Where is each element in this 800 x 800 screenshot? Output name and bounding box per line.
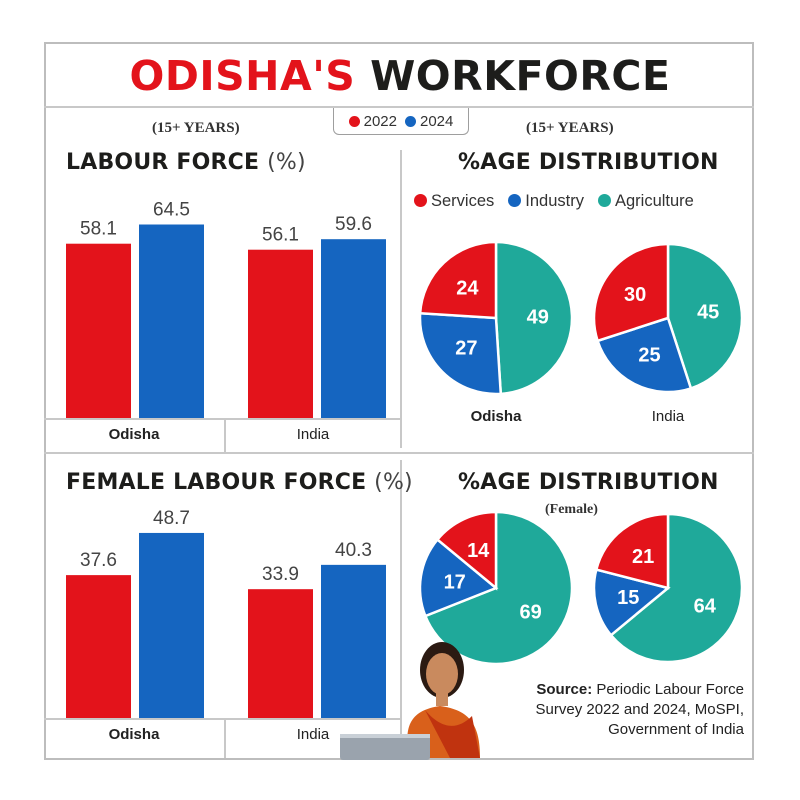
pie-odisha-slice-label: 24 [456,278,479,300]
pie-odisha-slice-label: 49 [527,307,549,329]
pie-india-slice-label: 25 [638,344,660,366]
bar-value-label: 33.9 [262,564,299,585]
category-divider-top [224,418,226,452]
pie-female-india-slice-label: 64 [694,595,717,617]
category-label-odisha: Odisha [108,426,160,443]
panel-title-text: LABOUR FORCE [66,150,260,175]
legend-label: 2024 [420,112,454,130]
pie-female-india-slice-label: 21 [632,546,654,568]
pie-label-india: India [651,408,685,425]
woman-with-laptop-illustration [340,642,480,760]
pie-female-india-slice-agriculture [609,512,744,664]
pie-female-odisha-slice-industry [418,537,499,618]
panel-title-unit: (%) [267,150,306,175]
bar-odisha-2024 [139,532,204,718]
pie-odisha-slice-services [418,240,498,320]
legend-item-2022: 2022 [348,112,397,130]
row-divider [44,452,754,454]
legend-dot-red [348,115,360,127]
pie-odisha-slice-agriculture [494,240,574,396]
pie-female-odisha-slice-label: 17 [444,572,466,594]
female-distribution-subtitle: (Female) [545,502,598,517]
labour-force-title: LABOUR FORCE (%) [66,150,306,175]
bar-value-label: 37.6 [80,550,117,571]
pie-india-slice-label: 30 [624,284,646,306]
category-divider-bottom [224,718,226,758]
title-divider [44,106,754,108]
bar-value-label: 58.1 [80,219,117,240]
pie-india-slice-agriculture [666,242,744,390]
page-title: ODISHA'S WORKFORCE [0,52,800,100]
pie-female-india-slice-industry [592,568,671,637]
bar-india-2024 [321,564,386,718]
services-dot [414,194,427,207]
legend-label: Services [431,192,495,210]
pie-label-odisha: Odisha [470,408,522,425]
column-divider-bottom [400,460,402,756]
legend-item-industry: Industry [508,192,584,211]
bar-odisha-2022 [66,575,131,718]
legend-label: Agriculture [614,192,694,210]
category-label-odisha: Odisha [108,726,160,743]
pie-india-slice-industry [596,316,693,394]
bar-value-label: 56.1 [262,225,299,246]
pie-female-india-slice-label: 15 [617,587,639,609]
neck-shape [436,690,448,706]
column-divider-top [400,150,402,448]
title-part-2: WORKFORCE [370,52,671,100]
source-text: Periodic Labour Force Survey 2022 and 20… [535,681,744,738]
bar-odisha-2022 [66,243,131,418]
bar-baseline-top [44,418,400,420]
title-part-1: ODISHA'S [129,52,356,100]
subtitle-right: (15+ YEARS) [526,120,614,136]
pie-india-slice-services [592,242,670,343]
pie-india-slice-label: 45 [697,302,719,324]
legend-item-agriculture: Agriculture [597,192,694,211]
category-label-india: India [296,726,330,743]
pie-odisha-slice-label: 27 [455,338,477,360]
legend-label: Industry [525,192,584,210]
bar-value-label: 59.6 [335,214,372,235]
bar-odisha-2024 [139,224,204,418]
subtitle-left: (15+ YEARS) [152,120,240,136]
female-labour-force-title: FEMALE LABOUR FORCE (%) [66,470,413,495]
pie-female-odisha-slice-label: 69 [519,602,541,624]
bar-india-2024 [321,239,386,418]
legend-label: 2022 [363,112,397,130]
legend-dot-blue [405,115,416,127]
laptop-shape [340,734,430,760]
pie-female-odisha-slice-label: 14 [467,540,490,562]
pie-odisha-slice-industry [418,311,503,396]
bar-value-label: 64.5 [153,200,190,221]
pie-female-odisha-slice-services [435,510,498,591]
panel-title-text: FEMALE LABOUR FORCE [66,470,367,495]
legend-item-2024: 2024 [405,113,453,130]
bar-baseline-bottom [44,718,400,720]
bar-value-label: 48.7 [153,508,190,529]
bar-value-label: 40.3 [335,540,372,561]
bar-india-2022 [248,589,313,718]
laptop-edge [340,734,430,738]
legend-item-services: Services [414,192,494,211]
category-label-india: India [296,426,330,443]
distribution-title: %AGE DISTRIBUTION [458,150,719,175]
source-label: Source: [536,681,593,698]
panel-title-unit: (%) [374,470,413,495]
agriculture-dot [597,194,611,207]
sector-legend: Services Industry Agriculture [414,192,694,211]
industry-dot [508,194,522,207]
saree-drape [425,710,480,758]
female-distribution-title: %AGE DISTRIBUTION [458,470,719,495]
bar-india-2022 [248,249,313,418]
face-shape [426,653,458,695]
pie-female-india-slice-services [594,512,670,590]
source-note: Source: Periodic Labour Force Survey 202… [500,680,744,740]
year-legend: 2022 2024 [333,108,469,135]
